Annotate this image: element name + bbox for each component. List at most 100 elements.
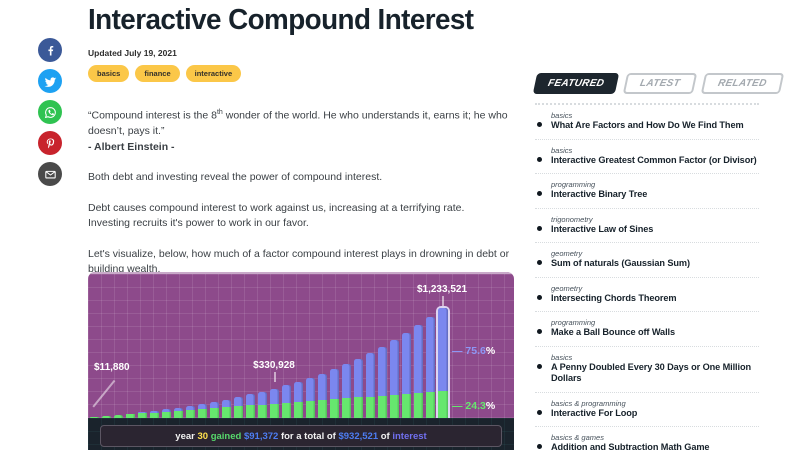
value-label-year-30: $1,233,521 bbox=[416, 284, 468, 295]
interest-segment bbox=[426, 317, 435, 393]
tag-finance[interactable]: finance bbox=[135, 65, 180, 82]
chart-bar-year-12[interactable] bbox=[222, 399, 231, 418]
contributions-segment bbox=[390, 394, 399, 418]
article-category: basics bbox=[551, 111, 573, 120]
caption-text-part: 30 bbox=[197, 430, 209, 442]
chart-caption: year 30 gained $91,372 for a total of $9… bbox=[100, 425, 502, 447]
twitter-share-button[interactable] bbox=[38, 69, 62, 93]
sidebar-article-link[interactable]: programming Make a Ball Bounce off Walls bbox=[535, 312, 759, 347]
sidebar-article-link[interactable]: basics Interactive Greatest Common Factor… bbox=[535, 140, 759, 174]
contributions-segment bbox=[102, 416, 111, 418]
contributions-segment bbox=[174, 410, 183, 418]
tag-basics[interactable]: basics bbox=[88, 65, 130, 82]
interest-segment bbox=[150, 410, 159, 413]
article-category: basics bbox=[551, 352, 573, 362]
tab-related[interactable]: RELATED bbox=[700, 73, 784, 94]
sidebar-article-link[interactable]: geometry Intersecting Chords Theorem bbox=[535, 278, 759, 312]
chart-bar-year-1[interactable] bbox=[90, 416, 99, 418]
chart-bar-year-4[interactable] bbox=[126, 413, 135, 418]
contributions-percent-callout: — 24.3% bbox=[452, 399, 496, 412]
social-share-rail bbox=[38, 38, 62, 186]
tab-featured[interactable]: FEATURED bbox=[532, 73, 620, 94]
pinterest-share-button[interactable] bbox=[38, 131, 62, 155]
sidebar-article-link[interactable]: basics & programming Interactive For Loop bbox=[535, 393, 759, 427]
contributions-segment bbox=[342, 398, 351, 418]
chart-bar-year-20[interactable] bbox=[318, 373, 327, 418]
chart-bar-year-18[interactable] bbox=[294, 381, 303, 418]
chart-bar-year-26[interactable] bbox=[390, 340, 399, 418]
chart-bar-year-21[interactable] bbox=[330, 369, 339, 418]
facebook-share-button[interactable] bbox=[38, 38, 62, 62]
sidebar-tabs: FEATURED LATEST RELATED bbox=[532, 73, 784, 94]
contributions-segment bbox=[162, 411, 171, 418]
interest-segment bbox=[138, 412, 147, 414]
whatsapp-share-button[interactable] bbox=[38, 100, 62, 124]
caption-text-part: $932,521 bbox=[338, 430, 379, 442]
sidebar-article-link[interactable]: programming Interactive Binary Tree bbox=[535, 174, 759, 209]
sidebar: FEATURED LATEST RELATED basics What Are Fac… bbox=[532, 73, 784, 450]
chart-bar-year-5[interactable] bbox=[138, 412, 147, 418]
chart-bar-year-30[interactable] bbox=[438, 308, 448, 418]
interest-segment bbox=[234, 397, 243, 407]
chart-bar-year-3[interactable] bbox=[114, 415, 123, 418]
chart-plot: $11,880 $330,928 $1,233,521 — 75.6% — 24.3% bbox=[88, 272, 514, 418]
chart-bar-year-7[interactable] bbox=[162, 409, 171, 418]
label-tick-line bbox=[274, 372, 276, 382]
chart-bar-year-24[interactable] bbox=[366, 353, 375, 418]
chart-bar-year-16[interactable] bbox=[270, 388, 279, 418]
chart-bar-year-6[interactable] bbox=[150, 410, 159, 418]
chart-bar-year-14[interactable] bbox=[246, 394, 255, 418]
email-share-button[interactable] bbox=[38, 162, 62, 186]
pinterest-icon bbox=[46, 138, 54, 148]
tag-list: basics finance interactive bbox=[88, 65, 522, 82]
contributions-segment bbox=[282, 402, 291, 418]
chart-bar-year-19[interactable] bbox=[306, 377, 315, 418]
chart-bar-year-27[interactable] bbox=[402, 333, 411, 418]
chart-bar-year-9[interactable] bbox=[186, 405, 195, 418]
chart-bar-year-11[interactable] bbox=[210, 401, 219, 418]
sidebar-article-link[interactable]: basics & games Addition and Subtraction M… bbox=[535, 427, 759, 450]
interest-percent-callout: — 75.6% bbox=[452, 344, 496, 357]
interest-segment bbox=[438, 308, 448, 392]
contributions-segment bbox=[258, 404, 267, 418]
chart-bar-year-25[interactable] bbox=[378, 347, 387, 418]
contributions-segment bbox=[366, 396, 375, 418]
compound-interest-chart[interactable]: $11,880 $330,928 $1,233,521— 75.6% — 24.3% … bbox=[88, 272, 514, 450]
article-category: basics bbox=[551, 145, 573, 155]
interest-segment bbox=[174, 407, 183, 411]
contributions-segment bbox=[414, 392, 423, 418]
chart-bar-year-23[interactable] bbox=[354, 358, 363, 418]
chart-bar-year-17[interactable] bbox=[282, 385, 291, 418]
interest-segment bbox=[222, 399, 231, 408]
bullet-icon bbox=[537, 191, 542, 196]
interest-segment bbox=[162, 409, 171, 412]
chart-bar-year-13[interactable] bbox=[234, 397, 243, 418]
contributions-segment bbox=[306, 400, 315, 418]
chart-bar-year-15[interactable] bbox=[258, 391, 267, 418]
article-category: programming bbox=[551, 318, 596, 327]
sidebar-article-link[interactable]: basics A Penny Doubled Every 30 Days or O… bbox=[535, 347, 759, 393]
interest-segment bbox=[414, 325, 423, 393]
bullet-icon bbox=[537, 122, 542, 127]
article-category: geometry bbox=[551, 249, 583, 258]
chart-bar-year-2[interactable] bbox=[102, 416, 111, 418]
chart-bar-year-28[interactable] bbox=[414, 325, 423, 418]
chart-bar-year-8[interactable] bbox=[174, 407, 183, 418]
tag-interactive[interactable]: interactive bbox=[185, 65, 242, 82]
contributions-segment bbox=[318, 400, 327, 418]
chart-bars bbox=[90, 308, 448, 418]
paragraph-1: Both debt and investing reveal the power… bbox=[88, 171, 383, 183]
sidebar-article-link[interactable]: trigonometry Interactive Law of Sines bbox=[535, 209, 759, 243]
sidebar-article-link[interactable]: basics What Are Factors and How Do We Fin… bbox=[535, 105, 759, 140]
interest-segment bbox=[366, 353, 375, 397]
chart-bar-year-22[interactable] bbox=[342, 364, 351, 418]
interest-segment bbox=[390, 340, 399, 395]
article-title: Sum of naturals (Gaussian Sum) bbox=[551, 258, 690, 268]
caption-text-part: of bbox=[378, 430, 393, 442]
chart-bar-year-10[interactable] bbox=[198, 403, 207, 418]
tab-latest[interactable]: LATEST bbox=[622, 73, 698, 94]
article-category: trigonometry bbox=[551, 214, 593, 224]
sidebar-article-link[interactable]: geometry Sum of naturals (Gaussian Sum) bbox=[535, 243, 759, 278]
article-title: A Penny Doubled Every 30 Days or One Mil… bbox=[551, 361, 751, 384]
chart-bar-year-29[interactable] bbox=[426, 317, 435, 418]
